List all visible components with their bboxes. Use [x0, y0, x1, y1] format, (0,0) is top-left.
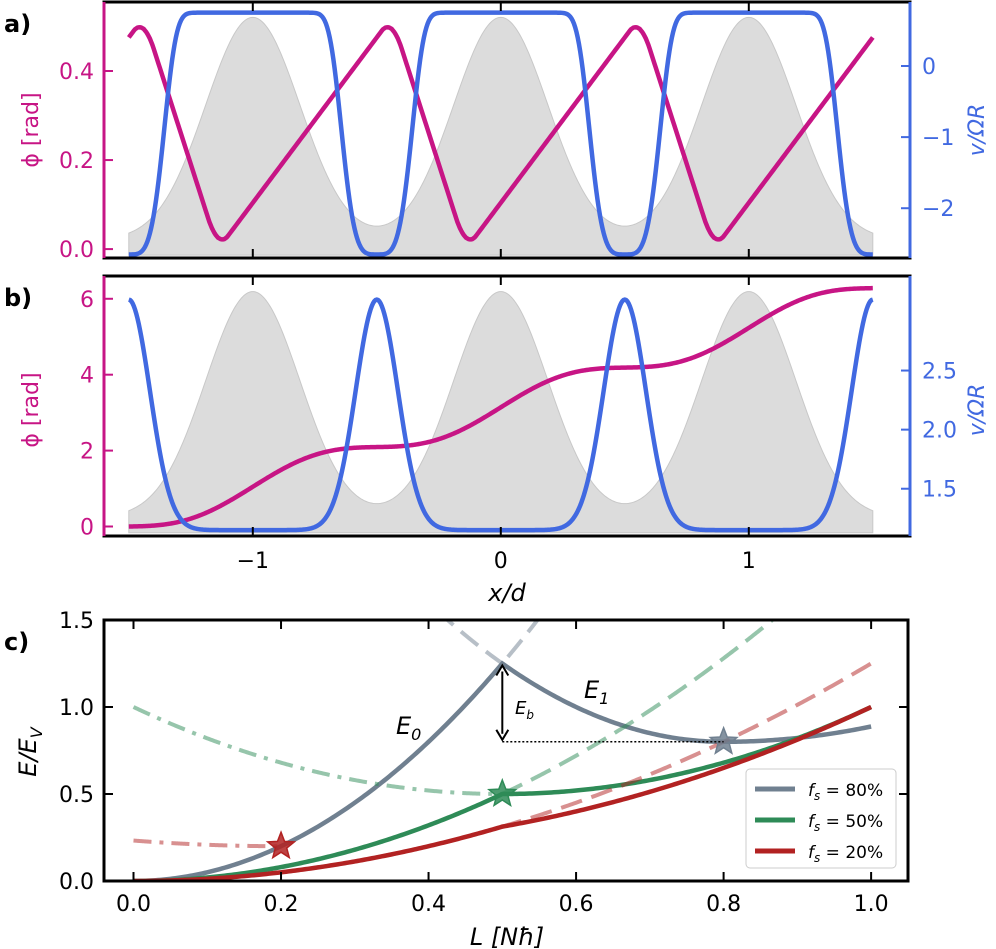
c-eb-sub: b: [526, 708, 534, 722]
a-velocity-line: [128, 10, 873, 257]
legend-80-text: = 80%: [820, 781, 883, 801]
c-ytick-label: 0.5: [59, 783, 94, 808]
c-eb-arrow-head-up: [495, 663, 510, 677]
c-ylabel: E/EV: [14, 726, 46, 776]
a-ltick-label: 0.0: [59, 238, 94, 263]
legend-50-sub: s: [814, 820, 820, 834]
b-ltick-label: 0: [80, 516, 94, 541]
a-ylabel-right: v/ΩR: [965, 104, 990, 157]
c-series-80-ext-dashdot: [444, 620, 519, 676]
c-xtick-label: 0.2: [264, 892, 299, 917]
c-curves: [132, 620, 873, 881]
c-e1-main: E: [584, 676, 600, 704]
c-series-20-ext-dashdot: [133, 838, 282, 849]
a-rtick-label: −1: [922, 126, 954, 151]
legend-80-sub: s: [814, 789, 820, 803]
c-frame: [102, 618, 910, 883]
b-rtick-label: 2.5: [922, 360, 957, 385]
c-eb-arrow-head-down: [495, 729, 510, 742]
c-barrier-arrow: [495, 663, 724, 743]
c-xtick-label: 1.0: [854, 892, 889, 917]
b-xtick-label: −1: [237, 549, 269, 574]
a-phase-line: [126, 25, 875, 242]
b-ltick-label: 4: [80, 364, 94, 389]
a-ticks: 0.0 0.2 0.4 −2 −1 0: [59, 2, 954, 263]
a-ylabel-left: ϕ [rad]: [19, 92, 44, 167]
b-density-area: [128, 291, 874, 534]
a-ltick-label: 0.4: [59, 60, 94, 85]
b-ltick-label: 2: [80, 440, 94, 465]
legend-label-50: fs = 50%: [808, 812, 883, 834]
c-e0-sub: 0: [411, 725, 421, 744]
a-density-fill: [128, 16, 874, 256]
a-rtick-label: −2: [922, 197, 954, 222]
c-series-50-ext-dashdot: [132, 705, 503, 796]
c-series-80-line: [133, 660, 872, 881]
b-rtick-label: 1.5: [922, 478, 957, 503]
legend-20-sub: s: [814, 851, 820, 865]
c-legend: fs = 80% fs = 50% fs = 20%: [745, 768, 897, 869]
c-e0-main: E: [396, 712, 412, 740]
c-ylabel-sub: V: [27, 726, 46, 738]
a-density-area: [128, 16, 874, 256]
panel-a: 0.0 0.2 0.4 −2 −1 0 a) ϕ [rad] v/ΩR: [4, 0, 990, 263]
b-ylabel-right: v/ΩR: [965, 384, 990, 437]
c-label-e0: E0: [396, 712, 421, 744]
a-ltick-label: 0.2: [59, 149, 94, 174]
b-ltick-label: 6: [80, 288, 94, 313]
legend-label-20: fs = 20%: [808, 843, 883, 865]
panel-c: 0.0 0.2 0.4 0.6 0.8 1.0 0.0 0.5 1.0 1.5 c) E/EV L…: [4, 609, 910, 949]
a-curves: [126, 10, 875, 257]
c-xtick-label: 0.0: [116, 892, 151, 917]
c-panel-label: c): [4, 628, 29, 656]
legend-20-text: = 20%: [820, 843, 883, 863]
b-phase-line: [128, 285, 873, 529]
c-star-80: [708, 725, 739, 755]
b-ylabel-left: ϕ [rad]: [19, 372, 44, 447]
c-e1-sub: 1: [599, 689, 609, 708]
c-eb-main: E: [515, 698, 527, 719]
c-star-20: [265, 830, 297, 860]
a-panel-label: a): [4, 10, 31, 38]
legend-80-prefix: f: [808, 781, 817, 801]
b-xtick-label: 0: [494, 549, 508, 574]
c-xlabel: L [Nħ]: [470, 923, 544, 949]
c-series-50-ext-dashed: [501, 620, 776, 796]
c-label-eb: Eb: [515, 698, 534, 722]
c-ticks: 0.0 0.2 0.4 0.6 0.8 1.0 0.0 0.5 1.0 1.5: [59, 609, 908, 917]
b-ticks: −1 0 1 0 2 4 6 1.5 2.0 2.5: [80, 276, 957, 574]
legend-label-80: fs = 80%: [808, 781, 883, 803]
c-label-e1: E1: [584, 676, 609, 708]
c-ytick-label: 1.5: [59, 609, 94, 634]
c-ylabel-main: E/E: [14, 737, 42, 776]
panel-b: −1 0 1 0 2 4 6 1.5 2.0 2.5 b) ϕ [rad] v/ΩR x/d: [4, 274, 990, 607]
c-series-20-line: [133, 704, 873, 881]
c-star-50: [487, 777, 518, 808]
c-ytick-label: 1.0: [59, 696, 94, 721]
c-ytick-label: 0.0: [59, 870, 94, 895]
b-xlabel: x/d: [487, 579, 526, 607]
c-xtick-label: 0.4: [411, 892, 446, 917]
b-panel-label: b): [4, 284, 32, 312]
legend-50-text: = 50%: [820, 812, 883, 832]
c-xtick-label: 0.8: [706, 892, 741, 917]
c-legend-box: [745, 768, 897, 869]
legend-20-prefix: f: [808, 843, 817, 863]
b-rtick-label: 2.0: [922, 419, 957, 444]
a-rtick-label: 0: [922, 55, 936, 80]
b-density-fill: [128, 291, 874, 534]
c-series-80-ext-dashed: [463, 620, 541, 707]
legend-50-prefix: f: [808, 812, 817, 832]
b-xtick-label: 1: [742, 549, 756, 574]
c-xtick-label: 0.6: [559, 892, 594, 917]
